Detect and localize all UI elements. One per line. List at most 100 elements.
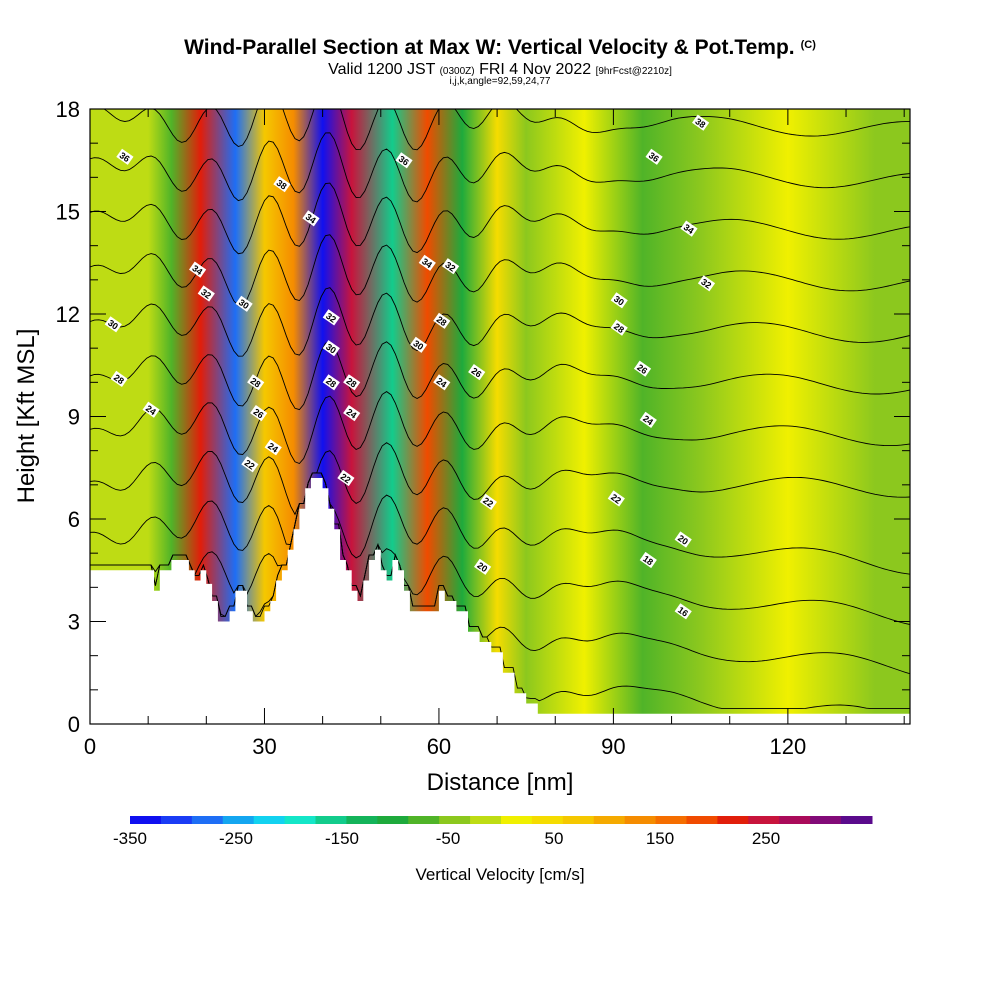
- theta-contour-26: [90, 391, 910, 465]
- contour-label-text: 20: [676, 533, 690, 547]
- contour-label: 36: [116, 148, 134, 165]
- colorbar-segment: [315, 816, 347, 824]
- colorbar-segment: [284, 816, 316, 824]
- colorbar-tick-label: -150: [325, 829, 359, 848]
- contour-label-box: [395, 152, 413, 169]
- contour-label-text: 30: [324, 342, 338, 356]
- x-tick-label: 60: [427, 734, 451, 759]
- contour-label-box: [250, 404, 268, 422]
- contour-label: 26: [468, 363, 486, 381]
- colorbar-segment: [531, 816, 564, 824]
- colorbar-segment: [130, 816, 162, 824]
- contour-label-text: 24: [344, 407, 358, 421]
- contour-label-text: 38: [275, 178, 289, 192]
- contour-label: 32: [322, 309, 340, 326]
- theta-contour-28: [90, 341, 910, 411]
- contour-label-text: 18: [641, 553, 655, 567]
- axes: 0 36 9 12 15 18 0 30 60 90 120: [56, 97, 910, 759]
- x-tick-label: 120: [770, 734, 807, 759]
- contour-label: 28: [343, 374, 361, 391]
- contour-labels: 36 34 32 30 28 24 38 34 30 28 26 24 22 32 30 28 28 24 22 36…: [104, 114, 716, 620]
- contour-label-box: [674, 603, 692, 620]
- contour-label: 36: [395, 152, 413, 169]
- x-axis-label: Distance [nm]: [427, 769, 574, 796]
- colorbar-tick-label: -350: [113, 829, 147, 848]
- contour-label-box: [433, 312, 451, 329]
- colorbar-segment: [748, 816, 780, 824]
- colorbar-segment: [346, 816, 378, 824]
- contour-label-box: [247, 374, 265, 391]
- y-tick-label: 15: [56, 200, 80, 225]
- contour-label: 34: [680, 220, 698, 237]
- contour-label-text: 28: [344, 376, 358, 390]
- contour-label-box: [639, 411, 657, 429]
- colorbar-segment: [253, 816, 286, 824]
- contour-label: 32: [197, 285, 215, 302]
- contour-label-box: [241, 456, 259, 473]
- contour-label: 30: [322, 340, 340, 357]
- forecast-info: [9hrFcst@2210z]: [595, 66, 672, 77]
- colorbar-segment: [686, 816, 718, 824]
- contour-label: 20: [674, 531, 692, 548]
- contour-label-box: [235, 295, 253, 312]
- colorbar-segment: [160, 816, 193, 824]
- contour-label: 22: [479, 493, 498, 511]
- colorbar-segment: [810, 816, 842, 824]
- contour-label: 28: [110, 370, 128, 388]
- y-tick-label: 0: [68, 712, 80, 737]
- contour-label-text: 30: [612, 294, 626, 308]
- contour-label-text: 34: [420, 256, 434, 270]
- contour-label: 32: [697, 275, 716, 292]
- contour-label-box: [433, 374, 451, 391]
- contour-label: 32: [441, 258, 460, 275]
- contour-label-text: 36: [397, 154, 411, 168]
- contour-label-text: 24: [144, 403, 158, 417]
- contour-label-box: [110, 370, 128, 388]
- contour-label: 36: [645, 148, 663, 165]
- contour-label-box: [633, 360, 652, 377]
- colorbar-segment: [439, 816, 471, 824]
- colorbar-segment: [717, 816, 749, 824]
- y-tick-label: 9: [68, 405, 80, 430]
- y-axis-label: Height [Kft MSL]: [13, 329, 40, 504]
- contour-label-text: 32: [699, 277, 713, 291]
- contour-label-box: [441, 258, 460, 275]
- contour-label-box: [343, 404, 361, 422]
- contour-label: 24: [264, 439, 282, 456]
- contour-label-box: [473, 558, 492, 575]
- contour-label-text: 38: [693, 116, 707, 130]
- contour-label-box: [479, 493, 498, 511]
- contour-label-text: 24: [641, 413, 655, 427]
- contour-label-text: 24: [435, 376, 449, 390]
- colorbar-segment: [655, 816, 687, 824]
- colorbar-label: Vertical Velocity [cm/s]: [415, 865, 584, 884]
- x-tick-label: 0: [84, 734, 96, 759]
- contour-label-box: [409, 336, 428, 353]
- colorbar-segment: [624, 816, 657, 824]
- contour-label: 24: [343, 404, 361, 422]
- colorbar-segment: [377, 816, 409, 824]
- contour-label: 22: [241, 456, 259, 473]
- chart-subtitle: Valid 1200 JST (0300Z) FRI 4 Nov 2022 [9…: [0, 61, 1000, 79]
- theta-contour-18: [90, 472, 910, 675]
- contour-label-text: 30: [106, 318, 120, 332]
- theta-contour-20: [90, 472, 910, 625]
- x-tick-label: 90: [601, 734, 625, 759]
- contour-label-text: 30: [237, 297, 251, 311]
- contour-label-box: [645, 148, 663, 165]
- y-tick-label: 12: [56, 302, 80, 327]
- contour-label: 30: [610, 292, 628, 309]
- theta-contour-36: [90, 132, 910, 203]
- contour-label-box: [322, 374, 340, 391]
- contour-label-box: [418, 254, 436, 271]
- valid-time: Valid 1200 JST: [328, 61, 436, 78]
- contour-label: 28: [322, 374, 340, 391]
- contour-label: 34: [302, 210, 320, 227]
- theta-contour-32: [90, 234, 910, 307]
- contour-label-text: 36: [118, 150, 132, 164]
- contour-label: 24: [142, 401, 160, 418]
- contour-label: 16: [674, 603, 692, 620]
- contour-label-text: 28: [324, 376, 338, 390]
- title-main-text: Wind-Parallel Section at Max W: Vertical…: [184, 36, 795, 59]
